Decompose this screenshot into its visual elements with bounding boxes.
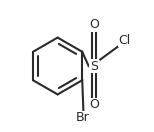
Text: S: S	[90, 60, 98, 72]
Text: Cl: Cl	[119, 34, 131, 47]
Text: O: O	[89, 98, 99, 111]
Text: O: O	[89, 18, 99, 31]
Text: Br: Br	[75, 111, 89, 124]
